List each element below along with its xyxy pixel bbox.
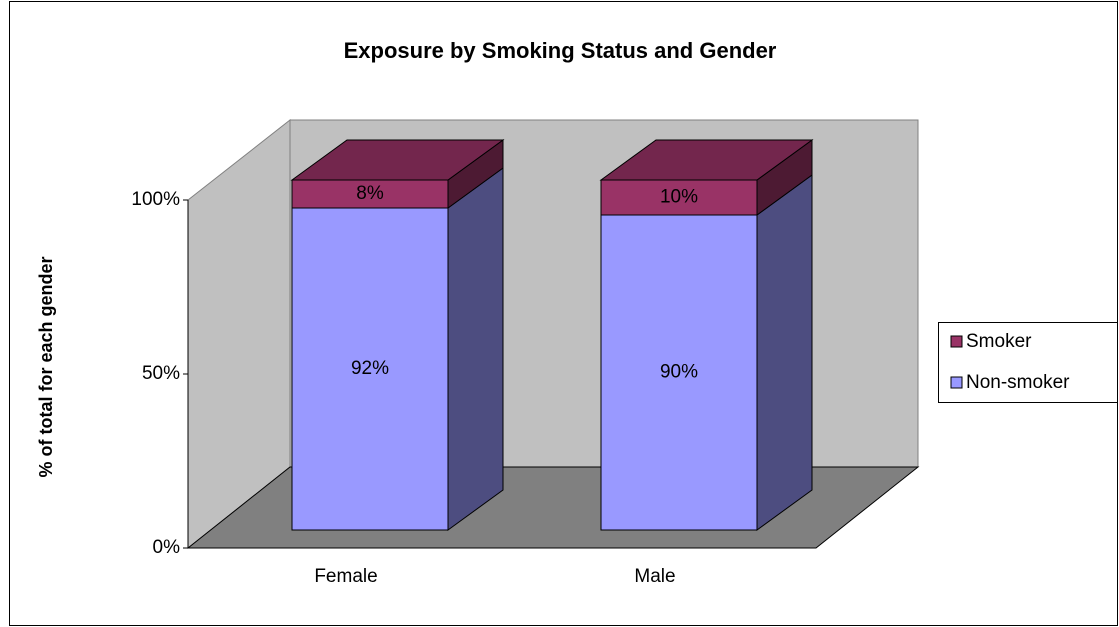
legend — [938, 322, 1118, 403]
bar-side — [756, 174, 813, 531]
bar — [291, 179, 449, 209]
data-label: 92% — [351, 358, 389, 379]
y-tick-label: 0% — [153, 537, 181, 558]
data-label: 10% — [660, 187, 698, 208]
data-label: 90% — [660, 362, 698, 383]
x-tick-label: Male — [634, 566, 675, 587]
x-tick-label: Female — [314, 566, 377, 587]
legend-swatch — [950, 335, 963, 348]
y-tick-label: 100% — [131, 189, 180, 210]
bar — [600, 179, 758, 216]
legend-label: Non-smoker — [966, 372, 1070, 393]
data-label: 8% — [356, 183, 384, 204]
chart-title: Exposure by Smoking Status and Gender — [344, 38, 777, 63]
bar-side — [447, 167, 504, 531]
legend-swatch — [950, 376, 963, 389]
legend-label: Smoker — [966, 331, 1032, 352]
y-axis-title: % of total for each gender — [36, 256, 56, 477]
bar-top — [290, 139, 505, 181]
bar-top — [599, 139, 814, 181]
y-tick-label: 50% — [142, 363, 180, 384]
